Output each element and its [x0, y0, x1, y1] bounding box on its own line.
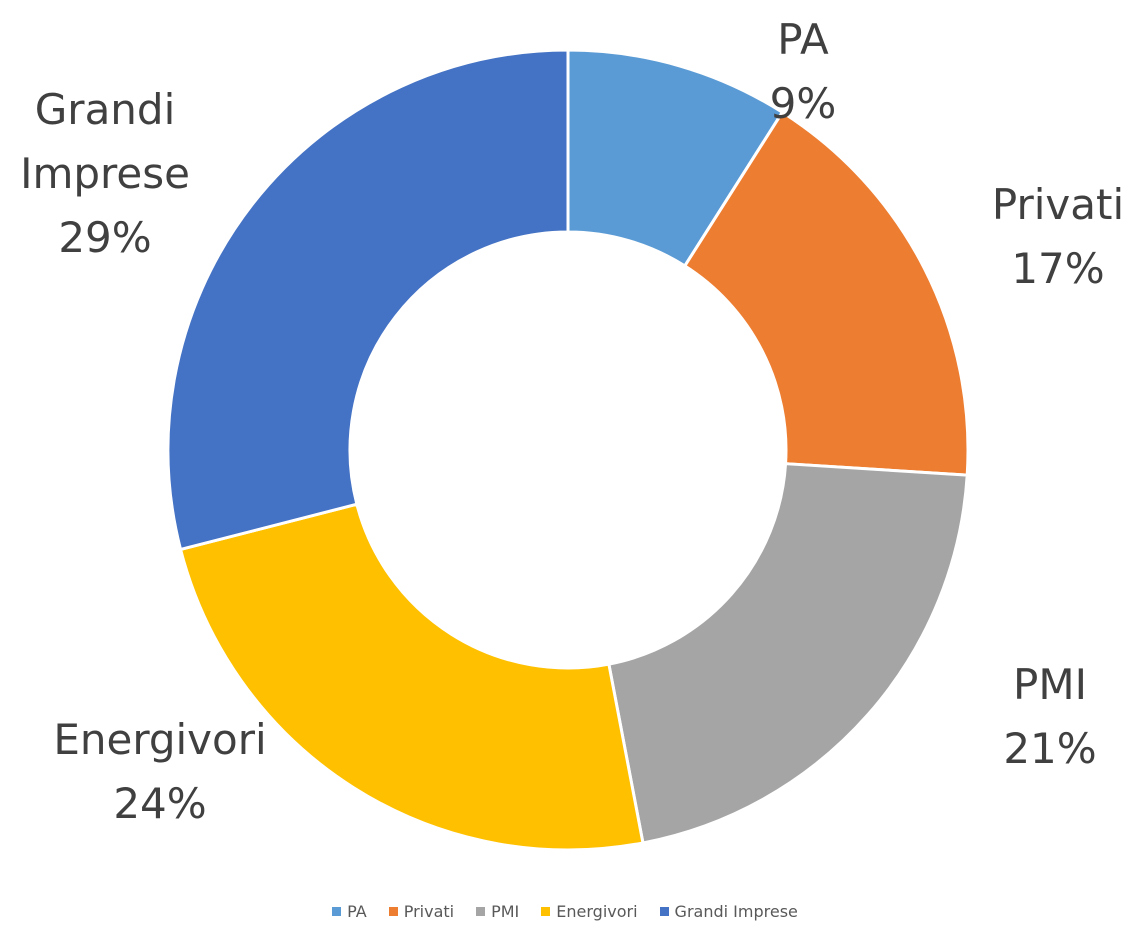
legend-item: PMI [476, 902, 519, 921]
label-name: Energivori [53, 715, 267, 764]
legend-label: Grandi Imprese [674, 902, 798, 921]
legend-label: Energivori [556, 902, 638, 921]
donut-segment [178, 502, 645, 852]
label-name: PMI [1013, 660, 1087, 709]
data-label: PMI 21% [1003, 653, 1096, 781]
legend-swatch [659, 907, 669, 916]
data-label: Privati 17% [992, 173, 1124, 301]
legend-item: Privati [388, 902, 455, 921]
label-value: 24% [113, 779, 207, 828]
label-name: PA [777, 15, 829, 64]
legend-swatch [541, 907, 551, 916]
legend-label: PMI [491, 902, 520, 921]
label-value: 9% [769, 79, 837, 128]
label-name: Grandi Imprese [20, 85, 190, 198]
donut-segment [682, 110, 970, 477]
legend-swatch [476, 907, 486, 916]
data-label: Grandi Imprese 29% [15, 78, 195, 270]
legend-item: Grandi Imprese [659, 902, 798, 921]
legend-item: PA [332, 902, 367, 921]
legend-swatch [332, 907, 342, 916]
donut-segment [607, 462, 969, 845]
label-value: 29% [58, 213, 152, 262]
legend-label: Privati [403, 902, 455, 921]
label-value: 21% [1003, 724, 1097, 773]
data-label: Energivori 24% [53, 708, 266, 836]
legend-swatch [388, 907, 398, 916]
label-name: Privati [991, 180, 1125, 229]
legend-item: Energivori [541, 902, 638, 921]
donut-segment [166, 48, 570, 552]
legend: PA Privati PMI Energivori Grandi Imprese [0, 902, 1130, 921]
legend-label: PA [347, 902, 367, 921]
label-value: 17% [1011, 244, 1105, 293]
data-label: PA 9% [770, 8, 837, 136]
